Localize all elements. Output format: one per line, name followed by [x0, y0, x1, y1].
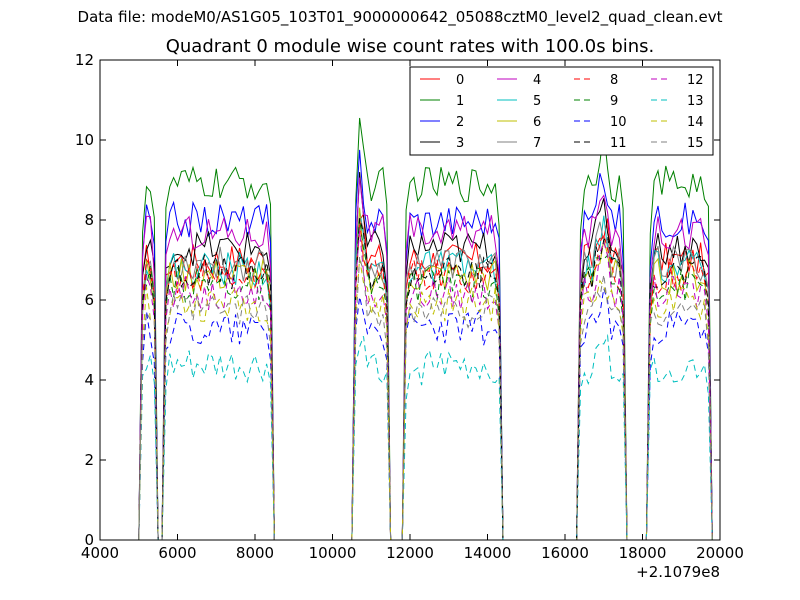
axis-ticks: 4000 6000 8000 10000 12000 14000 16000 18000 200… — [75, 51, 744, 562]
x-tick-label: 8000 — [236, 544, 274, 562]
legend-label-4: 4 — [533, 73, 541, 88]
legend-label-7: 7 — [533, 136, 541, 151]
legend-label-8: 8 — [610, 73, 618, 88]
series-15-line — [138, 256, 713, 541]
legend-label-3: 3 — [456, 136, 464, 151]
legend-label-15: 15 — [687, 136, 704, 151]
legend-label-0: 0 — [456, 73, 464, 88]
y-tick-label: 12 — [75, 51, 94, 69]
data-file-label: Data file: modeM0/AS1G05_103T01_90000006… — [77, 8, 723, 26]
y-tick-label: 6 — [84, 291, 94, 309]
chart-title: Quadrant 0 module wise count rates with … — [165, 36, 655, 57]
legend-label-6: 6 — [533, 115, 541, 130]
legend-label-5: 5 — [533, 94, 541, 109]
legend-label-2: 2 — [456, 115, 464, 130]
legend-label-1: 1 — [456, 94, 464, 109]
y-tick-label: 0 — [84, 531, 94, 549]
x-offset-label: +2.1079e8 — [636, 563, 720, 581]
legend-label-14: 14 — [687, 115, 704, 130]
x-tick-label: 10000 — [309, 544, 357, 562]
x-tick-label: 18000 — [619, 544, 667, 562]
series-layer — [138, 117, 713, 541]
y-tick-label: 10 — [75, 131, 94, 149]
legend-label-9: 9 — [610, 94, 618, 109]
x-tick-label: 14000 — [464, 544, 512, 562]
series-11-line — [138, 218, 713, 541]
x-tick-label: 6000 — [158, 544, 196, 562]
y-tick-label: 2 — [84, 451, 94, 469]
legend-label-11: 11 — [610, 136, 627, 151]
x-tick-label: 20000 — [696, 544, 744, 562]
legend-box — [409, 66, 714, 156]
x-tick-label: 4000 — [81, 544, 119, 562]
legend-label-12: 12 — [687, 73, 704, 88]
y-tick-label: 8 — [84, 211, 94, 229]
legend-label-13: 13 — [687, 94, 704, 109]
y-tick-label: 4 — [84, 371, 94, 389]
x-tick-label: 16000 — [541, 544, 589, 562]
legend-label-10: 10 — [610, 115, 627, 130]
x-tick-label: 12000 — [386, 544, 434, 562]
